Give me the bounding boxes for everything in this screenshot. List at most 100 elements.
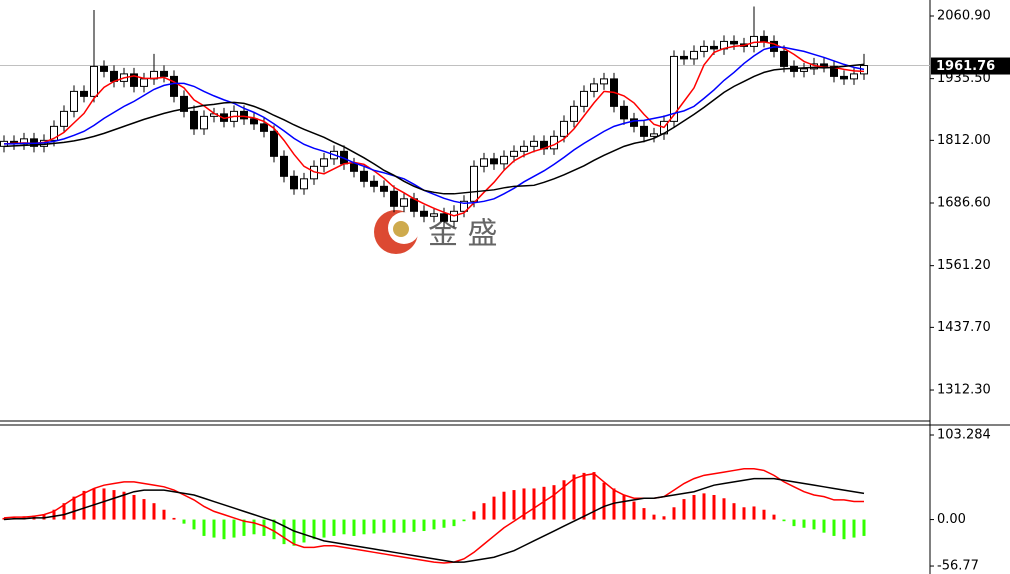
histogram-bar (482, 503, 486, 520)
candle-body (260, 123, 268, 132)
candle-body (780, 50, 788, 67)
histogram-bar (352, 519, 356, 536)
candle-body (830, 65, 838, 77)
y-tick-label: 1935.50 (937, 71, 991, 86)
histogram-bar (332, 519, 336, 536)
candle-body (480, 158, 488, 167)
histogram-bar (302, 519, 306, 543)
histogram-bar (442, 519, 446, 528)
histogram-bar (312, 519, 316, 540)
histogram-bar (152, 503, 156, 520)
histogram-bar (42, 514, 46, 520)
candle-body (560, 120, 568, 137)
histogram-bar (722, 498, 726, 520)
candle-body (490, 158, 498, 165)
histogram-bar (852, 519, 856, 538)
candle-body (180, 95, 188, 112)
candle-body (710, 45, 718, 50)
histogram-bar (342, 519, 346, 535)
watermark: 金 盛 (374, 210, 498, 254)
y-tick-label: 1561.20 (937, 258, 991, 273)
histogram-bar (2, 517, 6, 520)
histogram-bar (492, 496, 496, 520)
candle-body (100, 65, 108, 72)
histogram-bar (822, 519, 826, 533)
candle-body (400, 198, 408, 207)
candle-body (530, 140, 538, 147)
histogram-bar (92, 488, 96, 520)
y-tick-label: 103.284 (937, 428, 991, 443)
histogram-bar (542, 486, 546, 520)
histogram-bar (552, 485, 556, 520)
histogram-bar (212, 519, 216, 538)
histogram-bar (412, 519, 416, 532)
histogram-bar (782, 519, 786, 522)
candle-body (50, 125, 58, 141)
candle-body (760, 35, 768, 42)
histogram-bar (22, 516, 26, 520)
histogram-bar (242, 519, 246, 536)
candle-body (860, 65, 868, 75)
candle-body (650, 133, 658, 137)
histogram-bar (252, 519, 256, 535)
histogram-bar (692, 494, 696, 520)
histogram-bar (362, 519, 366, 535)
histogram-bar (52, 509, 56, 520)
candle-body (850, 73, 858, 80)
candle-body (580, 90, 588, 107)
histogram-bar (572, 474, 576, 520)
candle-body (430, 213, 438, 217)
histogram-bar (502, 491, 506, 520)
logo-coin (393, 221, 409, 237)
y-tick-label: 1312.30 (937, 383, 991, 398)
candle-body (420, 210, 428, 217)
candle-body (370, 180, 378, 187)
histogram-bar (662, 516, 666, 520)
histogram-bar (462, 519, 466, 522)
candle-body (520, 145, 528, 152)
candle-body (440, 213, 448, 222)
histogram-bar (112, 490, 116, 520)
candle-body (460, 200, 468, 212)
candle-body (500, 155, 508, 165)
candle-body (670, 55, 678, 122)
candle-body (690, 50, 698, 60)
y-tick-label: 2060.90 (937, 8, 991, 23)
candle-body (730, 40, 738, 45)
histogram-bar (132, 494, 136, 520)
candle-body (60, 110, 68, 127)
candle-body (350, 163, 358, 172)
histogram-bar (82, 490, 86, 520)
histogram-bar (712, 494, 716, 520)
candle-body (70, 90, 78, 112)
histogram-bar (602, 482, 606, 520)
candle-body (630, 118, 638, 127)
candle-body (130, 73, 138, 87)
candle-body (320, 158, 328, 167)
current-price-label: 1961.76 (936, 59, 995, 74)
histogram-bar (272, 519, 276, 540)
histogram-bar (592, 472, 596, 520)
histogram-bar (422, 519, 426, 532)
candle-body (360, 170, 368, 182)
candle-body (170, 75, 178, 97)
candle-body (820, 63, 828, 67)
y-tick-label: 1686.60 (937, 196, 991, 211)
histogram-bar (862, 519, 866, 536)
histogram-bar (142, 499, 146, 520)
indicator-line (3, 468, 864, 564)
histogram-bar (232, 519, 236, 538)
candle-body (390, 190, 398, 207)
candle-body (80, 90, 88, 97)
histogram-bar (202, 519, 206, 536)
candle-body (570, 105, 578, 122)
histogram-bar (582, 472, 586, 520)
histogram-bar (762, 509, 766, 520)
histogram-bar (532, 488, 536, 520)
candle-body (700, 45, 708, 52)
candle-body (160, 70, 168, 77)
candle-body (250, 118, 258, 125)
candle-body (840, 75, 848, 80)
